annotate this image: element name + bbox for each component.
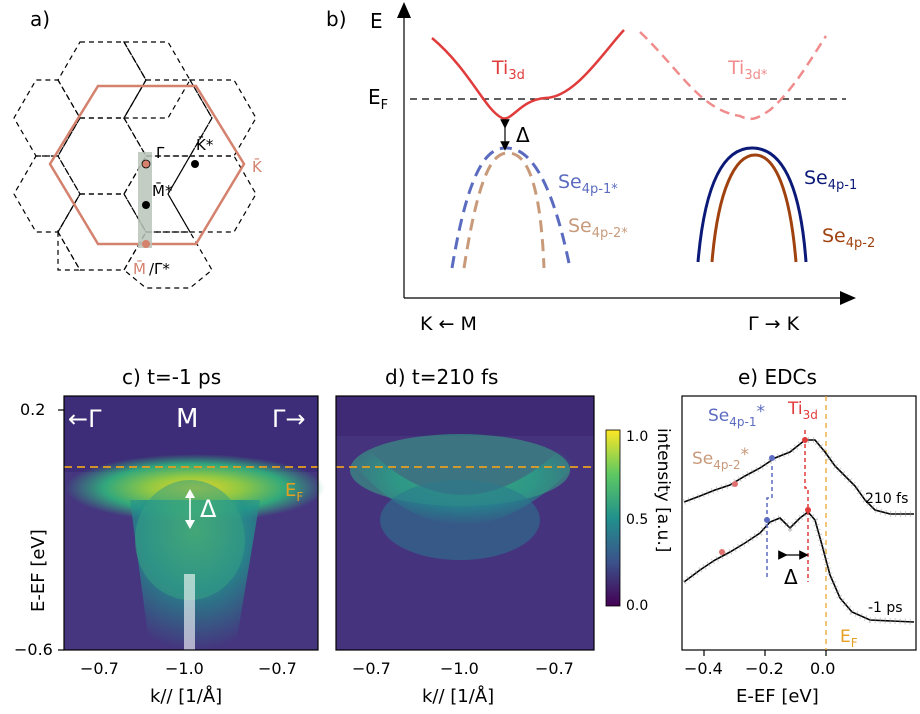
se1-star-label: Se4p-1* (558, 171, 618, 197)
xlabel-d: k// [1/Å] (422, 685, 494, 707)
se2-star-label-e: Se4p-2* (692, 445, 749, 472)
ti3d-label: Ti3d (491, 57, 525, 83)
panel-d-title: d) t=210 fs (385, 365, 498, 389)
label-gamma-right: Γ→ (272, 405, 305, 433)
delta-label: Δ (516, 123, 530, 147)
cbar-tick-top: 1.0 (626, 429, 648, 445)
cbar-tick-mid: 0.5 (626, 512, 648, 528)
gamma-point (141, 159, 151, 169)
axis-e-label: E (370, 9, 383, 33)
label-gamma-star: /Γ̄* (149, 260, 170, 278)
xlabel-c: k// [1/Å] (150, 685, 222, 707)
se2-star-band (462, 151, 546, 269)
se1-star-band (450, 146, 572, 269)
ytick-bottom: −0.6 (14, 640, 53, 659)
xtick-d-1: −0.7 (352, 659, 391, 678)
xtick-d-2: −1.0 (440, 659, 479, 678)
cbar-tick-bottom: 0.0 (626, 598, 648, 614)
cut-marker (184, 574, 195, 650)
ti3d-band (431, 29, 625, 120)
panel-c: c) t=-1 ps Δ ←Γ M Γ→ EF 0.2 −0.6 E-EF [e… (14, 365, 325, 707)
xtick-d-3: −0.7 (535, 659, 574, 678)
ti3d-label-e: Ti3d (787, 399, 818, 422)
ti3d-marker-m1 (805, 507, 811, 513)
panel-e-title: e) EDCs (738, 365, 817, 389)
se1-band (696, 146, 808, 263)
m-star-point (142, 201, 150, 209)
ylabel-c: E-EF [eV] (28, 529, 49, 612)
xtick-c-3: −0.7 (258, 659, 297, 678)
se1-star-guide (766, 466, 773, 580)
label-gamma-left: ←Γ (68, 405, 102, 433)
se1-star-label-e: Se4p-1* (708, 402, 765, 429)
panel-d: d) t=210 fs −0.7 −1.0 −0.7 k// [1/Å] (335, 365, 595, 707)
se1-star-marker-210 (769, 455, 775, 461)
panel-b: b) E EF Δ Ti3d Ti3d* Se4p-1* Se4p-2* Se4… (326, 2, 875, 335)
panel-a-label: a) (30, 7, 50, 31)
xtick-e-3: 0.0 (810, 659, 835, 678)
energy-axis-arrow (397, 2, 411, 18)
panel-a: a) Γ̄ K̄* K̄ M̄* M̄ /Γ̄* (13, 7, 263, 289)
k-star-point (191, 160, 199, 168)
k-m-label: K ← M (420, 313, 477, 335)
delta-label-c: Δ (200, 495, 217, 523)
ytick-top: 0.2 (20, 400, 45, 419)
se1-star-marker-m1 (764, 517, 770, 523)
k-axis-arrow (840, 291, 856, 305)
ef-label: EF (368, 85, 388, 113)
panel-c-title: c) t=-1 ps (122, 365, 221, 389)
edc-m1ps-markers (682, 507, 915, 625)
se2-band (710, 153, 798, 263)
label-gamma: Γ̄ (156, 144, 165, 162)
ti3d-guide (804, 430, 809, 582)
label-m: M̄ (133, 259, 146, 278)
se2-label: Se4p-2 (822, 225, 875, 251)
measured-cut-rect (138, 152, 152, 248)
cbar-label: intensity [a.u.] (653, 428, 673, 552)
edc-210fs (683, 439, 914, 515)
bz-hexagon (48, 84, 246, 246)
curve-label-m1ps: -1 ps (868, 600, 903, 616)
label-k: K̄ (252, 157, 263, 176)
ef-label-e: EF (840, 627, 858, 650)
delta-label-e: Δ (784, 565, 798, 589)
se2-star-marker-210 (732, 481, 738, 487)
se1-label: Se4p-1 (804, 167, 857, 193)
label-m-star: M̄* (152, 181, 173, 200)
se2-star-marker-m1 (719, 549, 725, 555)
xlabel-e: E-EF [eV] (736, 686, 819, 707)
se2-star-label: Se4p-2* (568, 215, 628, 241)
ti3d-star-band (639, 31, 828, 121)
ti3d-star-label: Ti3d* (727, 57, 768, 83)
label-k-star: K̄* (196, 135, 214, 154)
xtick-e-2: −0.2 (745, 659, 784, 678)
panel-b-label: b) (326, 7, 347, 31)
label-m: M (176, 404, 198, 434)
m-point (142, 240, 150, 248)
colorbar: 1.0 0.5 0.0 intensity [a.u.] (605, 428, 673, 614)
xtick-c-1: −0.7 (80, 659, 119, 678)
xtick-c-2: −1.0 (165, 659, 204, 678)
panel-e: e) EDCs Δ Se4p-1* Ti3d Se4p-2* 210 fs -1… (681, 365, 917, 707)
ti3d-marker-210 (802, 437, 808, 443)
curve-label-210fs: 210 fs (865, 491, 908, 507)
gamma-k-label: Γ → K (748, 313, 800, 335)
ef-label-c: EF (285, 480, 303, 504)
xtick-e-1: −0.4 (684, 659, 723, 678)
